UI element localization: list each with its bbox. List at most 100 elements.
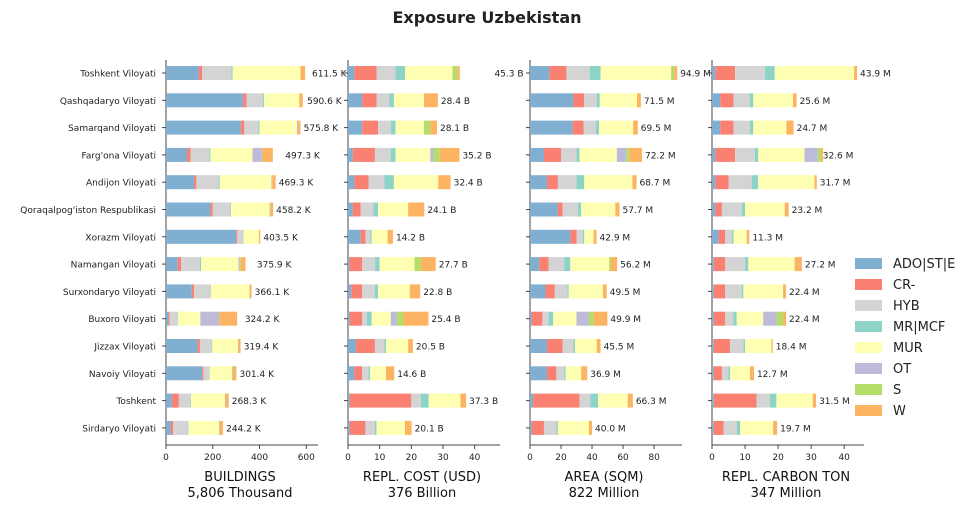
legend-label: OT: [893, 362, 911, 377]
data-label: 20.5 B: [416, 343, 445, 353]
bar-segment: [773, 420, 778, 435]
bar-segment: [393, 93, 424, 108]
bar-segment: [721, 366, 729, 381]
x-tick-label: 0: [709, 453, 715, 463]
data-label: 37.3 B: [469, 397, 498, 407]
data-label: 268.3 K: [232, 397, 268, 407]
bar-segment: [576, 311, 589, 326]
category-label: Samarqand Viloyati: [68, 124, 156, 134]
bar-segment: [365, 420, 375, 435]
bar-segment: [224, 393, 226, 408]
x-tick-label: 400: [251, 453, 268, 463]
x-tick-label: 10: [739, 453, 751, 463]
bar-segment: [378, 120, 391, 135]
bar-segment: [804, 147, 818, 162]
bar-segment: [610, 257, 618, 272]
bar-segment: [821, 147, 824, 162]
bar-segment: [270, 202, 271, 217]
data-label: 22.4 M: [789, 288, 820, 298]
bar-segment: [740, 420, 774, 435]
category-label: Jizzax Viloyati: [93, 343, 156, 353]
bar-segment: [746, 229, 750, 244]
category-label: Toshkent Viloyati: [79, 70, 156, 80]
bar-segment: [191, 284, 195, 299]
bar-segment: [725, 229, 732, 244]
data-label: 69.5 M: [641, 124, 672, 134]
bar-segment: [712, 366, 714, 381]
data-label: 12.7 M: [757, 370, 788, 380]
bar-segment: [202, 366, 204, 381]
bar-segment: [725, 311, 734, 326]
bar-segment: [414, 257, 421, 272]
bar-segment: [196, 175, 219, 190]
bar-segment: [263, 93, 265, 108]
data-label: 32.4 B: [454, 179, 483, 189]
bar-segment: [570, 229, 577, 244]
bar-segment: [237, 229, 244, 244]
bar-segment: [194, 284, 211, 299]
bar-segment: [169, 311, 178, 326]
bar-segment: [238, 339, 241, 353]
bar-segment: [386, 366, 395, 381]
bar-segment: [236, 229, 238, 244]
bar-segment: [792, 93, 797, 108]
bar-segment: [553, 311, 577, 326]
legend-label: CR-: [893, 278, 916, 293]
bar-segment: [745, 202, 785, 217]
bar-segment: [166, 366, 203, 381]
bar-segment: [556, 420, 558, 435]
bar-segment: [713, 257, 726, 272]
bar-segment: [712, 311, 714, 326]
bar-segment: [194, 175, 197, 190]
bar-segment: [371, 311, 391, 326]
bar-segment: [252, 147, 262, 162]
bar-segment: [581, 202, 616, 217]
bar-segment: [596, 93, 600, 108]
bar-segment: [715, 147, 736, 162]
bar-segment: [368, 366, 371, 381]
bar-segment: [367, 311, 372, 326]
bar-segment: [262, 147, 273, 162]
data-label: 45.5 M: [604, 343, 635, 353]
bar-segment: [776, 311, 784, 326]
bar-segment: [166, 229, 237, 244]
bar-segment: [584, 229, 594, 244]
bar-segment: [581, 366, 588, 381]
bar-segment: [438, 175, 451, 190]
bar-segment: [348, 93, 363, 108]
data-label: 66.3 M: [636, 397, 667, 407]
bar-segment: [715, 175, 729, 190]
bar-segment: [349, 311, 363, 326]
bar-segment: [758, 147, 805, 162]
bar-segment: [547, 366, 557, 381]
x-tick-label: 30: [805, 453, 817, 463]
bar-segment: [299, 93, 303, 108]
bar-segment: [564, 366, 566, 381]
x-tick-label: 40: [469, 453, 481, 463]
bar-segment: [615, 202, 620, 217]
bar-segment: [395, 66, 405, 80]
data-label: 611.5 K: [312, 70, 348, 80]
bar-segment: [209, 366, 232, 381]
bar-segment: [561, 147, 577, 162]
bar-segment: [210, 147, 253, 162]
bar-segment: [533, 393, 580, 408]
bar-segment: [370, 229, 372, 244]
bar-segment: [715, 202, 722, 217]
bar-segment: [368, 175, 385, 190]
bar-segment: [259, 120, 297, 135]
bar-segment: [403, 311, 429, 326]
x-tick-label: 60: [617, 453, 629, 463]
bar-segment: [348, 202, 353, 217]
bar-segment: [166, 175, 195, 190]
bar-segment: [783, 311, 787, 326]
bar-segment: [362, 366, 369, 381]
bar-segment: [812, 393, 817, 408]
bar-segment: [199, 257, 202, 272]
legend-swatch: [855, 300, 882, 311]
bar-segment: [721, 202, 742, 217]
x-axis-subtitle: 347 Million: [751, 486, 822, 501]
bar-segment: [567, 284, 569, 299]
bar-segment: [712, 339, 714, 353]
bar-segment: [741, 284, 744, 299]
